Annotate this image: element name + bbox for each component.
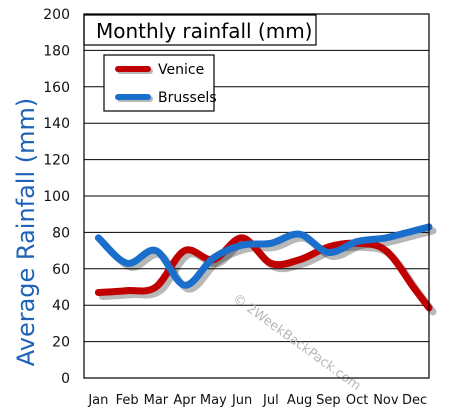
x-tick-label: Sep — [316, 393, 341, 408]
y-tick-label: 40 — [52, 298, 70, 314]
y-tick-label: 160 — [43, 80, 70, 96]
y-tick-label: 0 — [61, 371, 70, 387]
y-tick-label: 180 — [43, 43, 70, 59]
y-tick-label: 100 — [43, 189, 70, 205]
x-tick-label: Feb — [116, 393, 139, 408]
x-tick-label: Jul — [262, 393, 279, 408]
y-tick-label: 120 — [43, 153, 70, 169]
series-lines — [94, 223, 433, 312]
x-tick-label: Jun — [231, 393, 252, 408]
y-tick-label: 140 — [43, 116, 70, 132]
x-tick-label: Mar — [144, 393, 169, 408]
plot-frame — [83, 13, 430, 379]
legend: Venice Brussels — [115, 62, 217, 106]
x-tick-label: Aug — [287, 393, 312, 408]
legend-box — [103, 54, 215, 112]
x-tick-label: Dec — [402, 393, 427, 408]
x-tick-label: May — [200, 393, 227, 408]
x-tick-label: Apr — [173, 393, 196, 408]
chart-title: Monthly rainfall (mm) — [96, 19, 312, 43]
x-tick-label: Oct — [346, 393, 368, 408]
y-tick-labels: 0 20 40 60 80 100 120 140 160 180 200 — [43, 7, 70, 387]
x-tick-labels: Jan Feb Mar Apr May Jun Jul Aug Sep Oct Nov Dec — [87, 393, 427, 408]
series-line-brussels — [94, 223, 433, 289]
y-tick-label: 80 — [52, 225, 70, 241]
title-box — [83, 14, 317, 46]
y-axis-label: Average Rainfall (mm) — [12, 98, 40, 367]
legend-label-venice: Venice — [158, 62, 204, 78]
x-tick-label: Nov — [373, 393, 399, 408]
y-tick-label: 20 — [52, 335, 70, 351]
series-line-venice — [94, 234, 433, 312]
y-tick-label: 60 — [52, 262, 70, 278]
y-tick-label: 200 — [43, 7, 70, 23]
legend-label-brussels: Brussels — [158, 90, 217, 106]
x-tick-label: Jan — [87, 393, 108, 408]
